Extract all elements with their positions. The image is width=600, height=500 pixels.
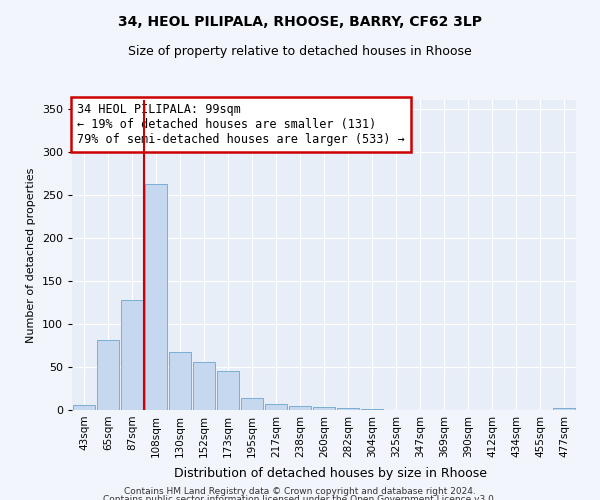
Text: 34 HEOL PILIPALA: 99sqm
← 19% of detached houses are smaller (131)
79% of semi-d: 34 HEOL PILIPALA: 99sqm ← 19% of detache…	[77, 103, 405, 146]
Y-axis label: Number of detached properties: Number of detached properties	[26, 168, 36, 342]
Text: Size of property relative to detached houses in Rhoose: Size of property relative to detached ho…	[128, 45, 472, 58]
Text: Distribution of detached houses by size in Rhoose: Distribution of detached houses by size …	[173, 467, 487, 480]
Bar	[265, 404, 287, 410]
Text: Contains public sector information licensed under the Open Government Licence v3: Contains public sector information licen…	[103, 495, 497, 500]
Bar	[553, 408, 575, 410]
Bar	[361, 409, 383, 410]
Text: 34, HEOL PILIPALA, RHOOSE, BARRY, CF62 3LP: 34, HEOL PILIPALA, RHOOSE, BARRY, CF62 3…	[118, 15, 482, 29]
Bar	[241, 398, 263, 410]
Bar	[193, 362, 215, 410]
Bar	[337, 408, 359, 410]
Bar	[217, 371, 239, 410]
Bar	[73, 405, 95, 410]
Bar	[121, 300, 143, 410]
Bar	[145, 184, 167, 410]
Bar	[169, 352, 191, 410]
Bar	[97, 340, 119, 410]
Text: Contains HM Land Registry data © Crown copyright and database right 2024.: Contains HM Land Registry data © Crown c…	[124, 488, 476, 496]
Bar	[313, 406, 335, 410]
Bar	[289, 406, 311, 410]
